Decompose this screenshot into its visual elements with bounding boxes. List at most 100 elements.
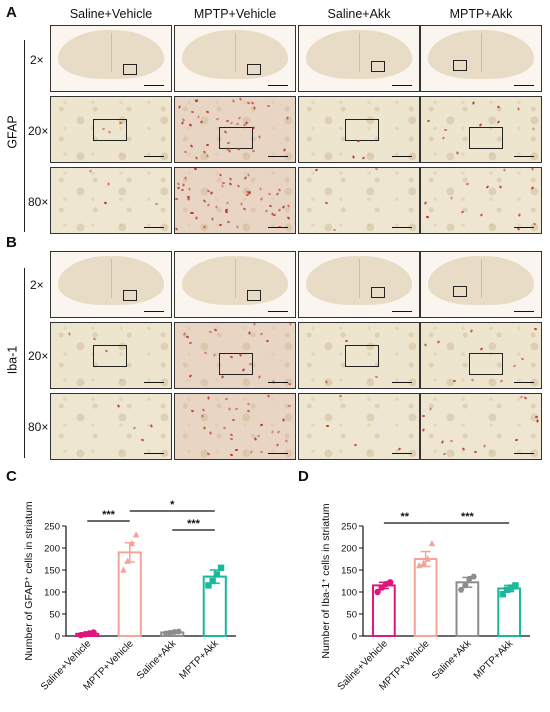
stain-mark [209, 431, 212, 435]
data-point [171, 629, 178, 635]
stain-mark [180, 188, 185, 192]
scale-bar [392, 452, 412, 454]
brain-section [428, 29, 534, 80]
brain-midline [111, 258, 112, 298]
brain-midline [359, 258, 360, 298]
data-point [470, 573, 477, 580]
x-tick-label: Saline+Akk [135, 638, 179, 682]
stain-mark [226, 220, 231, 224]
data-point [428, 539, 436, 547]
bracket-gfap [24, 40, 25, 232]
tissue-texture [175, 168, 295, 233]
bar [413, 558, 438, 637]
stain-mark [517, 107, 520, 111]
stain-label-iba1: Iba-1 [5, 345, 20, 375]
micrograph-a-20-mptp-akk [420, 96, 542, 163]
micrograph-a-2x-mptp-akk [420, 25, 542, 92]
stain-mark [282, 418, 285, 422]
region-of-interest-box [371, 61, 385, 72]
region-of-interest-box [469, 353, 503, 375]
scale-bar [268, 381, 288, 383]
tissue-texture [175, 97, 295, 162]
panel-label-d: D [298, 468, 309, 485]
micrograph-a-80-saline-akk [298, 167, 420, 234]
tissue-texture [51, 323, 171, 388]
data-point [120, 566, 127, 573]
stain-mark [68, 332, 71, 336]
stain-mark [215, 205, 218, 209]
stain-mark [325, 424, 330, 428]
data-point [213, 571, 221, 578]
bar-chart-gfap: 0 50 100 150 200 250 Number of GFAP+ cells in … [23, 499, 236, 693]
micrograph-b-2x-mptp-akk [420, 251, 542, 318]
micrograph-b-2x-saline-vehicle [50, 251, 172, 318]
y-tick-label: 200 [341, 544, 357, 555]
mag-label-20x: 20× [28, 124, 49, 138]
tissue-texture [175, 323, 295, 388]
region-of-interest-box [453, 60, 467, 71]
stain-mark [443, 128, 448, 132]
region-of-interest-box [93, 119, 127, 141]
brain-section [182, 29, 288, 80]
data-point [499, 591, 507, 598]
stain-mark [190, 110, 195, 114]
stain-mark [183, 150, 188, 154]
scale-bar [514, 226, 534, 228]
stain-mark [193, 168, 198, 171]
micrograph-b-80-mptp-akk [420, 393, 542, 460]
stain-mark [429, 407, 432, 411]
micrograph-b-20-saline-vehicle [50, 322, 172, 389]
column-header-saline-vehicle: Saline+Vehicle [69, 7, 153, 21]
scale-bar [514, 381, 534, 383]
stain-mark [332, 228, 337, 232]
micrograph-a-20-saline-vehicle [50, 96, 172, 163]
scale-bar [514, 155, 534, 157]
region-of-interest-box [247, 64, 261, 75]
stain-mark [176, 186, 181, 190]
micrograph-a-20-saline-akk [298, 96, 420, 163]
scale-bar [144, 452, 164, 454]
stain-mark [188, 187, 191, 191]
stain-mark [234, 448, 239, 452]
data-point [416, 561, 423, 569]
brain-section [58, 255, 164, 306]
scale-bar [392, 226, 412, 228]
region-of-interest-box [93, 345, 127, 367]
brain-midline [235, 258, 236, 298]
region-of-interest-box [345, 119, 379, 141]
micrograph-b-2x-saline-akk [298, 251, 420, 318]
significance-label: *** [102, 509, 116, 521]
micrograph-a-20-mptp-vehicle [174, 96, 296, 163]
panel-label-a: A [6, 4, 17, 21]
y-tick-label: 250 [341, 522, 357, 533]
stain-mark [228, 149, 231, 153]
brain-midline [359, 32, 360, 72]
brain-midline [111, 32, 112, 72]
micrograph-a-80-saline-vehicle [50, 167, 172, 234]
stain-mark [426, 119, 431, 123]
data-point [457, 587, 465, 593]
micrograph-b-2x-mptp-vehicle [174, 251, 296, 318]
y-axis-label: Number of Iba-1+ cells in striatum [320, 503, 332, 658]
stain-mark [107, 182, 110, 186]
tissue-texture [175, 394, 295, 459]
stain-mark [207, 396, 210, 400]
stain-mark [232, 99, 235, 103]
tissue-texture [51, 97, 171, 162]
micrograph-a-80-mptp-vehicle [174, 167, 296, 234]
data-point [462, 582, 469, 589]
stain-mark [182, 183, 185, 187]
data-point [420, 559, 427, 567]
stain-mark [450, 196, 453, 200]
scale-bar [144, 84, 164, 86]
data-point [378, 584, 385, 591]
tissue-texture [51, 168, 171, 233]
stain-mark [268, 204, 273, 208]
region-of-interest-box [371, 287, 385, 298]
stain-mark [224, 210, 229, 214]
scale-bar [268, 155, 288, 157]
stain-mark [352, 155, 355, 159]
mag-label-2x: 2× [30, 278, 44, 292]
micrograph-b-20-mptp-akk [420, 322, 542, 389]
data-point [132, 531, 140, 538]
